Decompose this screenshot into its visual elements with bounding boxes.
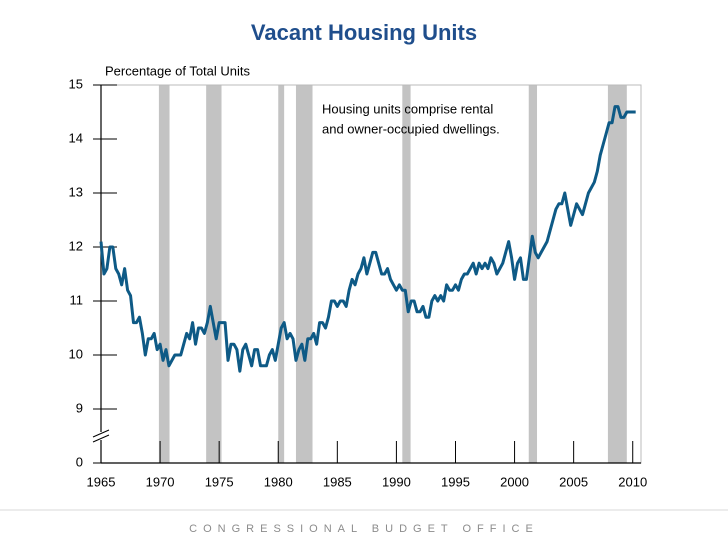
axis-break-gap <box>91 432 111 440</box>
y-tick-label: 15 <box>69 76 83 91</box>
recession-band <box>158 85 170 463</box>
plot-frame <box>100 84 642 464</box>
x-tick-label: 1965 <box>87 474 116 489</box>
y-tick-label: 11 <box>70 292 84 307</box>
recession-band <box>607 85 627 463</box>
y-tick-label: 14 <box>69 130 83 145</box>
recession-band <box>528 85 538 463</box>
x-tick-label: 2005 <box>559 474 588 489</box>
x-tick-label: 1990 <box>382 474 411 489</box>
chart-title: Vacant Housing Units <box>251 20 477 45</box>
footer: CONGRESSIONAL BUDGET OFFICE <box>189 523 539 535</box>
x-tick-label: 1985 <box>323 474 352 489</box>
y-axis-label: Percentage of Total Units <box>105 63 251 78</box>
y-tick-label: 10 <box>69 346 83 361</box>
recession-band <box>402 85 411 463</box>
recession-band <box>295 85 313 463</box>
annotation: Housing units comprise rental <box>322 101 493 116</box>
plot-area: 0 9 10 11 12 13 14 15 1965 1970 1975 1980 1985 1990 19… <box>69 76 648 489</box>
axis-break <box>92 429 110 438</box>
recession-band <box>278 85 285 463</box>
y-tick-label: 0 <box>76 454 83 469</box>
recession-band <box>206 85 222 463</box>
y-tick-label: 12 <box>69 238 83 253</box>
x-tick-label: 1980 <box>264 474 293 489</box>
x-tick-label: 1970 <box>146 474 175 489</box>
y-tick-label: 13 <box>69 184 83 199</box>
x-tick-label: 2000 <box>500 474 529 489</box>
x-tick-label: 2010 <box>618 474 647 489</box>
x-tick-label: 1975 <box>205 474 234 489</box>
y-tick-label: 9 <box>76 400 83 415</box>
data-line <box>99 105 636 373</box>
axis-break <box>92 434 110 443</box>
x-tick-label: 1995 <box>441 474 470 489</box>
annotation: and owner-occupied dwellings. <box>322 121 500 136</box>
